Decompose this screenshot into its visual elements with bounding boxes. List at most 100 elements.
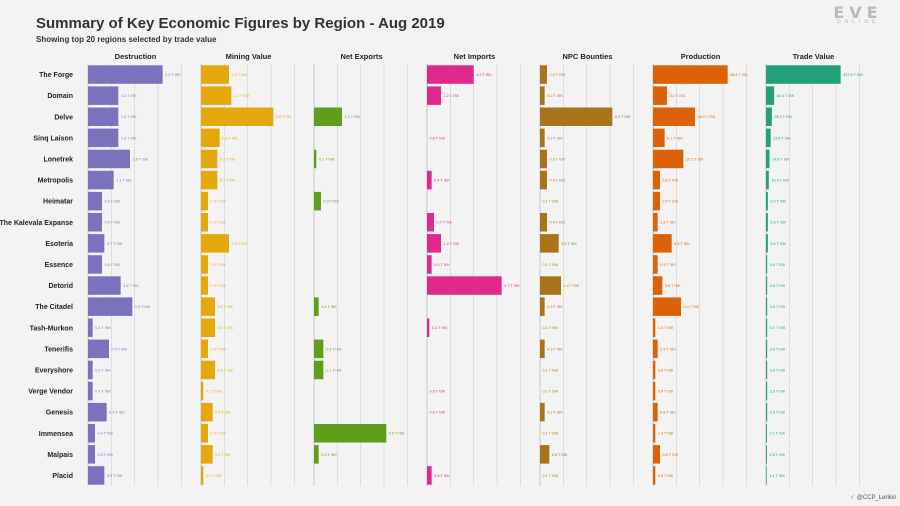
chart-title: Summary of Key Economic Figures by Regio… — [36, 15, 445, 32]
bar-production-the-citadel — [653, 297, 681, 316]
value-label-destruction-verge-vendor: 0.4 T ISK — [95, 389, 111, 393]
bar-production-domain — [653, 86, 667, 105]
bar-mining-value-detorid — [201, 276, 208, 295]
value-label-production-genesis: 0.8 T ISK — [660, 411, 676, 415]
value-label-mining-value-detorid: 0.3 T ISK — [211, 284, 227, 288]
region-label-detorid: Detorid — [49, 283, 74, 290]
value-label-npc-bounties-everyshore: 0.1 T ISK — [543, 368, 559, 372]
value-label-mining-value-the-citadel: 0.6 T ISK — [218, 305, 234, 309]
region-label-the-kalevala-expanse: The Kalevala Expanse — [0, 220, 73, 227]
value-label-mining-value-verge-vendor: 0.1 T ISK — [206, 389, 222, 393]
region-label-lonetrek: Lonetrek — [43, 156, 73, 163]
bar-production-esoteria — [653, 234, 672, 253]
value-label-destruction-the-kalevala-expanse: 0.6 T ISK — [105, 221, 121, 225]
bar-destruction-tenerifis — [88, 339, 109, 359]
eve-online-logo: EVE ONLINE — [833, 3, 883, 25]
bar-trade-value-delve — [766, 107, 772, 126]
value-label-npc-bounties-the-citadel: 0.3 T ISK — [547, 305, 563, 309]
value-label-production-tash-murkon: 1.5 T ISK — [658, 326, 674, 330]
bar-destruction-detorid — [88, 276, 121, 295]
bar-net-exports-malpais — [314, 445, 319, 464]
value-label-npc-bounties-domain: 0.2 T ISK — [547, 94, 563, 98]
value-label-npc-bounties-verge-vendor: 0.1 T ISK — [543, 389, 559, 393]
bar-trade-value-lonetrek — [766, 149, 770, 169]
bar-net-imports-essence — [427, 255, 432, 274]
value-label-net-exports-everyshore: 1.1 T ISK — [326, 368, 342, 372]
value-label-net-imports-domain: 1.2 T ISK — [444, 94, 460, 98]
region-label-everyshore: Everyshore — [35, 367, 73, 374]
value-label-trade-value-genesis: 3.3 T ISK — [770, 411, 786, 415]
value-label-mining-value-metropolis: 0.7 T ISK — [220, 178, 236, 182]
bar-destruction-lonetrek — [88, 149, 130, 169]
value-label-npc-bounties-metropolis: 0.3 T ISK — [550, 178, 566, 182]
bar-net-exports-lonetrek — [314, 149, 317, 169]
bar-mining-value-metropolis — [201, 170, 218, 190]
value-label-production-heimatar: 2.9 T ISK — [663, 200, 679, 204]
bar-mining-value-the-citadel — [201, 297, 215, 316]
bar-mining-value-delve — [201, 107, 274, 126]
bar-destruction-immensea — [88, 424, 95, 443]
value-label-net-imports-verge-vendor: 0.8 T ISK — [430, 389, 446, 393]
bar-mining-value-esoteria — [201, 234, 229, 253]
bar-mining-value-the-kalevala-expanse — [201, 213, 208, 232]
panel-title-net-exports: Net Exports — [340, 52, 382, 61]
author-credit: ✓ @CCP_Lerikin — [850, 494, 896, 501]
twitter-icon: ✓ — [850, 495, 856, 501]
value-label-net-exports-delve: 1.1 T ISK — [345, 115, 361, 119]
bar-destruction-domain — [88, 86, 119, 105]
bar-trade-value-everyshore — [766, 360, 768, 380]
value-label-destruction-immensea: 0.4 T ISK — [98, 432, 114, 436]
value-label-trade-value-heimatar: 9.2 T ISK — [770, 200, 786, 204]
region-label-immensea: Immensea — [39, 431, 73, 438]
bar-mining-value-lonetrek — [201, 149, 218, 169]
bar-production-the-forge — [653, 65, 728, 84]
value-label-npc-bounties-malpais: 0.6 T ISK — [552, 453, 568, 457]
value-label-trade-value-lonetrek: 14.8 T ISK — [772, 157, 790, 161]
bar-net-imports-placid — [427, 466, 432, 485]
value-label-mining-value-immensea: 0.3 T ISK — [211, 432, 227, 436]
bar-destruction-essence — [88, 255, 102, 274]
value-label-destruction-the-citadel: 1.9 T ISK — [135, 305, 151, 309]
bar-npc-bounties-the-forge — [540, 65, 547, 84]
value-label-net-exports-heimatar: 0.3 T ISK — [324, 200, 340, 204]
value-label-net-exports-immensea: 4.6 T ISK — [389, 432, 405, 436]
bar-production-detorid — [653, 276, 663, 295]
value-label-trade-value-domain: 40.3 T ISK — [777, 94, 795, 98]
value-label-mining-value-heimatar: 0.3 T ISK — [211, 200, 227, 204]
value-label-production-malpais: 3.8 T ISK — [663, 453, 679, 457]
bar-npc-bounties-domain — [540, 86, 545, 105]
value-label-destruction-malpais: 0.5 T ISK — [98, 453, 114, 457]
bar-production-tash-murkon — [653, 318, 656, 337]
region-label-verge-vendor: Verge Vendor — [28, 389, 73, 396]
bar-mining-value-the-forge — [201, 65, 229, 84]
bar-net-imports-metropolis — [427, 170, 432, 190]
value-label-trade-value-delve: 25.2 T ISK — [774, 115, 792, 119]
region-label-genesis: Genesis — [46, 410, 73, 417]
bar-npc-bounties-malpais — [540, 445, 550, 464]
bar-mining-value-malpais — [201, 445, 213, 464]
value-label-trade-value-the-citadel: 3.8 T ISK — [770, 305, 786, 309]
bar-npc-bounties-the-kalevala-expanse — [540, 213, 547, 232]
value-label-mining-value-lonetrek: 0.7 T ISK — [220, 157, 236, 161]
bar-production-immensea — [653, 424, 656, 443]
value-label-trade-value-tash-murkon: 3.7 T ISK — [770, 326, 786, 330]
value-label-mining-value-esoteria: 1.2 T ISK — [232, 242, 248, 246]
bar-trade-value-domain — [766, 86, 775, 105]
bar-production-metropolis — [653, 170, 660, 190]
value-label-destruction-lonetrek: 1.8 T ISK — [133, 157, 149, 161]
value-label-net-imports-sinq-laison: 0.8 T ISK — [430, 136, 446, 140]
value-label-destruction-detorid: 1.6 T ISK — [123, 284, 139, 288]
bar-npc-bounties-the-citadel — [540, 297, 545, 316]
value-label-net-imports-the-kalevala-expanse: 0.7 T ISK — [437, 221, 453, 225]
region-label-the-forge: The Forge — [39, 72, 73, 79]
region-label-essence: Essence — [45, 262, 74, 269]
bar-production-heimatar — [653, 191, 660, 211]
region-label-metropolis: Metropolis — [38, 178, 73, 185]
bar-trade-value-sinq-laison — [766, 128, 771, 148]
bar-destruction-tash-murkon — [88, 318, 93, 337]
value-label-trade-value-placid: 1.4 T ISK — [769, 474, 785, 478]
bar-production-genesis — [653, 402, 658, 422]
value-label-mining-value-domain: 1.3 T ISK — [234, 94, 250, 98]
bar-trade-value-esoteria — [766, 234, 768, 253]
bar-trade-value-tenerifis — [766, 339, 768, 359]
